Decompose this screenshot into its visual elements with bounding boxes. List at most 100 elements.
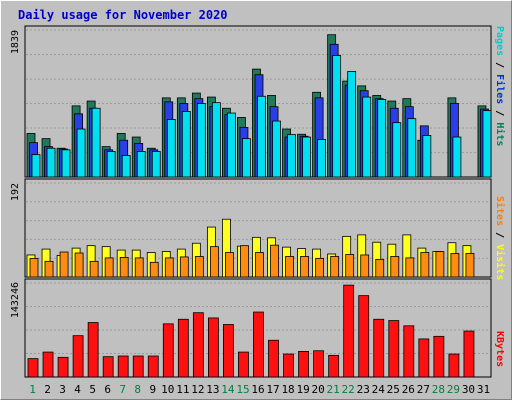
bar-sites-day-4 — [74, 252, 84, 278]
x-tick-label-31: 31 — [477, 383, 490, 396]
bar-kbytes-day-25 — [388, 320, 400, 378]
panel2-legend: Sites / Visits — [494, 196, 505, 280]
bar-kbytes-day-17 — [268, 339, 279, 378]
legend-pages: Pages — [494, 26, 505, 57]
bar-sites-day-21 — [330, 256, 340, 278]
bar-sites-day-7 — [119, 257, 129, 278]
bar-pages-day-20 — [317, 139, 327, 178]
bar-pages-day-9 — [151, 151, 161, 178]
x-tick-label-23: 23 — [357, 383, 370, 396]
bar-sites-day-9 — [149, 261, 159, 278]
bar-sites-day-3 — [59, 251, 69, 278]
bar-sites-day-11 — [179, 256, 189, 278]
bar-pages-day-15 — [242, 138, 251, 178]
x-tick-label-28: 28 — [432, 383, 445, 396]
bar-pages-day-29 — [452, 136, 462, 178]
x-tick-label-18: 18 — [281, 383, 294, 396]
x-tick-label-27: 27 — [417, 383, 430, 396]
bar-pages-day-18 — [287, 134, 296, 178]
bar-pages-day-16 — [257, 95, 266, 178]
bar-pages-day-3 — [61, 149, 71, 178]
bar-kbytes-day-19 — [298, 351, 309, 378]
bar-sites-day-26 — [405, 257, 415, 278]
x-tick-label-30: 30 — [462, 383, 475, 396]
x-tick-label-1: 1 — [29, 383, 36, 396]
bar-kbytes-day-18 — [283, 353, 294, 378]
bar-sites-day-16 — [255, 252, 264, 278]
bar-sites-day-13 — [209, 246, 219, 278]
bar-kbytes-day-22 — [343, 284, 355, 378]
x-tick-label-6: 6 — [104, 383, 111, 396]
bar-sites-day-29 — [450, 253, 460, 278]
bar-sites-day-20 — [315, 257, 325, 278]
x-tick-label-5: 5 — [89, 383, 96, 396]
bar-sites-day-22 — [345, 254, 355, 278]
x-tick-label-7: 7 — [119, 383, 126, 396]
x-tick-label-25: 25 — [387, 383, 400, 396]
bar-sites-day-30 — [465, 253, 475, 278]
bar-kbytes-day-28 — [433, 335, 445, 378]
bar-pages-day-17 — [272, 120, 281, 178]
x-tick-label-17: 17 — [266, 383, 279, 396]
bar-pages-day-5 — [91, 107, 101, 178]
bar-kbytes-day-13 — [207, 317, 219, 378]
bar-kbytes-day-20 — [313, 350, 325, 378]
bar-kbytes-day-12 — [192, 312, 204, 378]
bar-pages-day-23 — [362, 96, 372, 178]
x-tick-label-21: 21 — [327, 383, 340, 396]
x-tick-label-9: 9 — [149, 383, 156, 396]
bar-sites-day-2 — [44, 260, 54, 278]
bar-kbytes-day-6 — [102, 356, 114, 378]
bar-sites-day-1 — [29, 257, 39, 278]
x-tick-label-24: 24 — [372, 383, 386, 396]
bar-sites-day-28 — [435, 251, 445, 278]
bar-pages-day-24 — [377, 99, 387, 178]
legend-visits: Visits — [494, 244, 505, 281]
panel3-max-label: 143246 — [10, 282, 21, 319]
bar-pages-day-1 — [31, 154, 41, 178]
x-tick-label-10: 10 — [161, 383, 174, 396]
bar-kbytes-day-15 — [238, 351, 249, 378]
bar-sites-day-24 — [375, 258, 385, 278]
bar-pages-day-12 — [196, 103, 206, 178]
bar-kbytes-day-27 — [418, 338, 430, 378]
x-tick-label-3: 3 — [59, 383, 66, 396]
bar-pages-day-2 — [46, 147, 56, 178]
bar-pages-day-11 — [181, 111, 191, 178]
bar-kbytes-day-2 — [42, 351, 54, 378]
bar-kbytes-day-26 — [403, 325, 415, 378]
panel3-legend: KBytes — [494, 331, 505, 367]
panel1-legend: Pages / Files / Hits — [494, 26, 505, 146]
bar-sites-day-23 — [360, 254, 370, 278]
x-tick-label-29: 29 — [447, 383, 460, 396]
bar-pages-day-8 — [136, 151, 146, 178]
bar-pages-day-7 — [121, 155, 131, 178]
bar-pages-day-21 — [332, 55, 342, 178]
bar-kbytes-day-4 — [72, 335, 84, 378]
bar-pages-day-6 — [106, 151, 116, 178]
bar-pages-day-26 — [407, 118, 417, 178]
legend-hits: Hits — [494, 122, 505, 147]
bar-kbytes-day-3 — [57, 356, 69, 378]
bar-sites-day-6 — [104, 257, 114, 278]
x-tick-label-22: 22 — [342, 383, 355, 396]
bar-kbytes-day-16 — [253, 311, 264, 378]
chart-title: Daily usage for November 2020 — [18, 8, 228, 22]
bar-sites-day-18 — [285, 256, 294, 278]
bar-kbytes-day-30 — [463, 330, 475, 378]
bar-kbytes-day-24 — [373, 318, 385, 378]
bar-sites-day-12 — [194, 256, 204, 278]
bar-pages-day-25 — [392, 122, 402, 178]
x-tick-label-12: 12 — [191, 383, 204, 396]
panel1-max-label: 1839 — [10, 30, 21, 55]
bar-sites-day-14 — [225, 252, 234, 278]
x-tick-label-19: 19 — [296, 383, 309, 396]
bar-sites-day-17 — [270, 244, 279, 278]
x-tick-label-16: 16 — [251, 383, 264, 396]
x-tick-label-11: 11 — [176, 383, 189, 396]
bar-kbytes-day-11 — [177, 318, 189, 378]
bar-kbytes-day-7 — [117, 355, 129, 378]
bar-pages-day-10 — [166, 119, 176, 178]
bar-sites-day-27 — [420, 252, 430, 278]
